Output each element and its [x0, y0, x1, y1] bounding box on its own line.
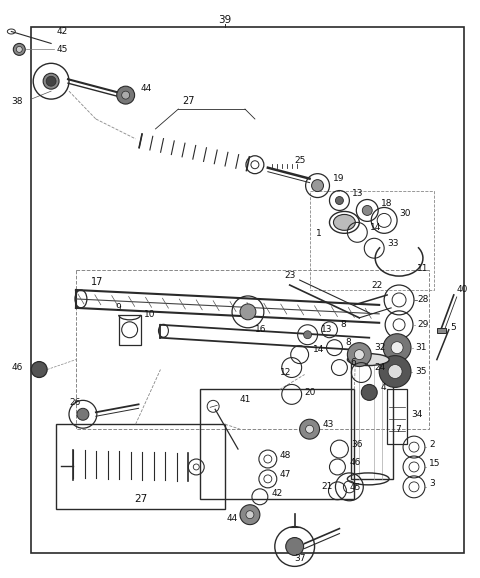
Text: 8: 8 [346, 338, 351, 347]
Text: 8: 8 [340, 320, 346, 329]
Circle shape [306, 425, 313, 433]
Circle shape [348, 343, 371, 366]
Text: 25: 25 [295, 156, 306, 165]
Text: 19: 19 [333, 174, 344, 183]
Circle shape [312, 180, 324, 191]
Circle shape [240, 505, 260, 525]
Text: 24: 24 [374, 363, 385, 372]
Text: 10: 10 [144, 310, 155, 320]
Text: 13: 13 [352, 189, 364, 198]
Text: 27: 27 [182, 96, 195, 106]
Circle shape [304, 331, 312, 339]
Circle shape [379, 355, 411, 387]
Text: 48: 48 [280, 450, 291, 460]
Text: 13: 13 [321, 325, 332, 334]
Text: 14: 14 [312, 345, 324, 354]
Text: 28: 28 [417, 295, 428, 305]
Text: 45: 45 [56, 45, 68, 54]
Bar [437, 328, 446, 333]
Text: 9: 9 [116, 303, 121, 312]
Circle shape [46, 76, 56, 86]
Text: 39: 39 [218, 14, 232, 25]
Text: 29: 29 [417, 320, 428, 329]
Circle shape [43, 73, 59, 89]
Text: 2: 2 [429, 440, 434, 449]
Text: 36: 36 [351, 440, 363, 449]
Text: 14: 14 [370, 223, 382, 232]
Circle shape [13, 43, 25, 55]
Text: 38: 38 [12, 97, 23, 106]
Circle shape [246, 511, 254, 518]
Text: 42: 42 [56, 27, 67, 36]
Bar [119, 315, 141, 344]
Text: 21: 21 [321, 483, 333, 491]
Circle shape [383, 334, 411, 362]
Text: 44: 44 [141, 84, 152, 92]
Text: 18: 18 [381, 199, 393, 208]
Text: 33: 33 [387, 239, 399, 248]
Text: 3: 3 [429, 479, 435, 488]
Text: 46: 46 [12, 363, 23, 372]
Circle shape [77, 408, 89, 420]
Text: 1: 1 [315, 229, 321, 238]
Bar [56, 424, 225, 509]
Bar [351, 360, 393, 479]
Text: 15: 15 [429, 460, 441, 469]
Text: 20: 20 [305, 388, 316, 397]
Text: 12: 12 [280, 368, 291, 377]
Text: 17: 17 [91, 277, 103, 287]
Text: 41: 41 [240, 395, 252, 404]
Text: 6: 6 [350, 358, 356, 367]
Text: 4: 4 [380, 383, 386, 392]
Text: 32: 32 [374, 343, 385, 352]
Circle shape [336, 197, 343, 205]
Text: 31: 31 [415, 343, 427, 352]
Bar [387, 390, 407, 444]
Circle shape [117, 86, 134, 104]
Text: 47: 47 [280, 470, 291, 479]
Text: 26: 26 [69, 398, 80, 407]
Text: 23: 23 [285, 271, 296, 280]
Circle shape [362, 206, 372, 216]
Text: 44: 44 [227, 514, 238, 523]
Text: 35: 35 [415, 367, 427, 376]
Circle shape [388, 365, 402, 379]
Circle shape [16, 46, 22, 53]
Ellipse shape [348, 354, 389, 365]
Circle shape [354, 350, 364, 360]
Ellipse shape [334, 214, 355, 231]
Text: 5: 5 [451, 323, 456, 332]
Circle shape [31, 362, 47, 377]
Circle shape [240, 304, 256, 320]
Circle shape [391, 342, 403, 354]
Circle shape [286, 538, 304, 555]
Text: 27: 27 [134, 494, 147, 504]
Text: 46: 46 [349, 458, 361, 468]
Text: 40: 40 [457, 286, 468, 295]
Circle shape [122, 91, 130, 99]
Text: 45: 45 [349, 483, 361, 492]
Text: 16: 16 [255, 325, 266, 334]
Circle shape [300, 419, 320, 439]
Text: 37: 37 [294, 554, 305, 563]
Text: 43: 43 [323, 420, 334, 429]
Text: 7: 7 [395, 425, 401, 434]
Text: 30: 30 [399, 209, 410, 218]
Circle shape [361, 384, 377, 401]
Bar [200, 390, 354, 499]
Text: 42: 42 [272, 490, 283, 498]
Text: 22: 22 [371, 280, 383, 290]
Text: 34: 34 [411, 410, 422, 419]
Text: 11: 11 [417, 264, 429, 273]
